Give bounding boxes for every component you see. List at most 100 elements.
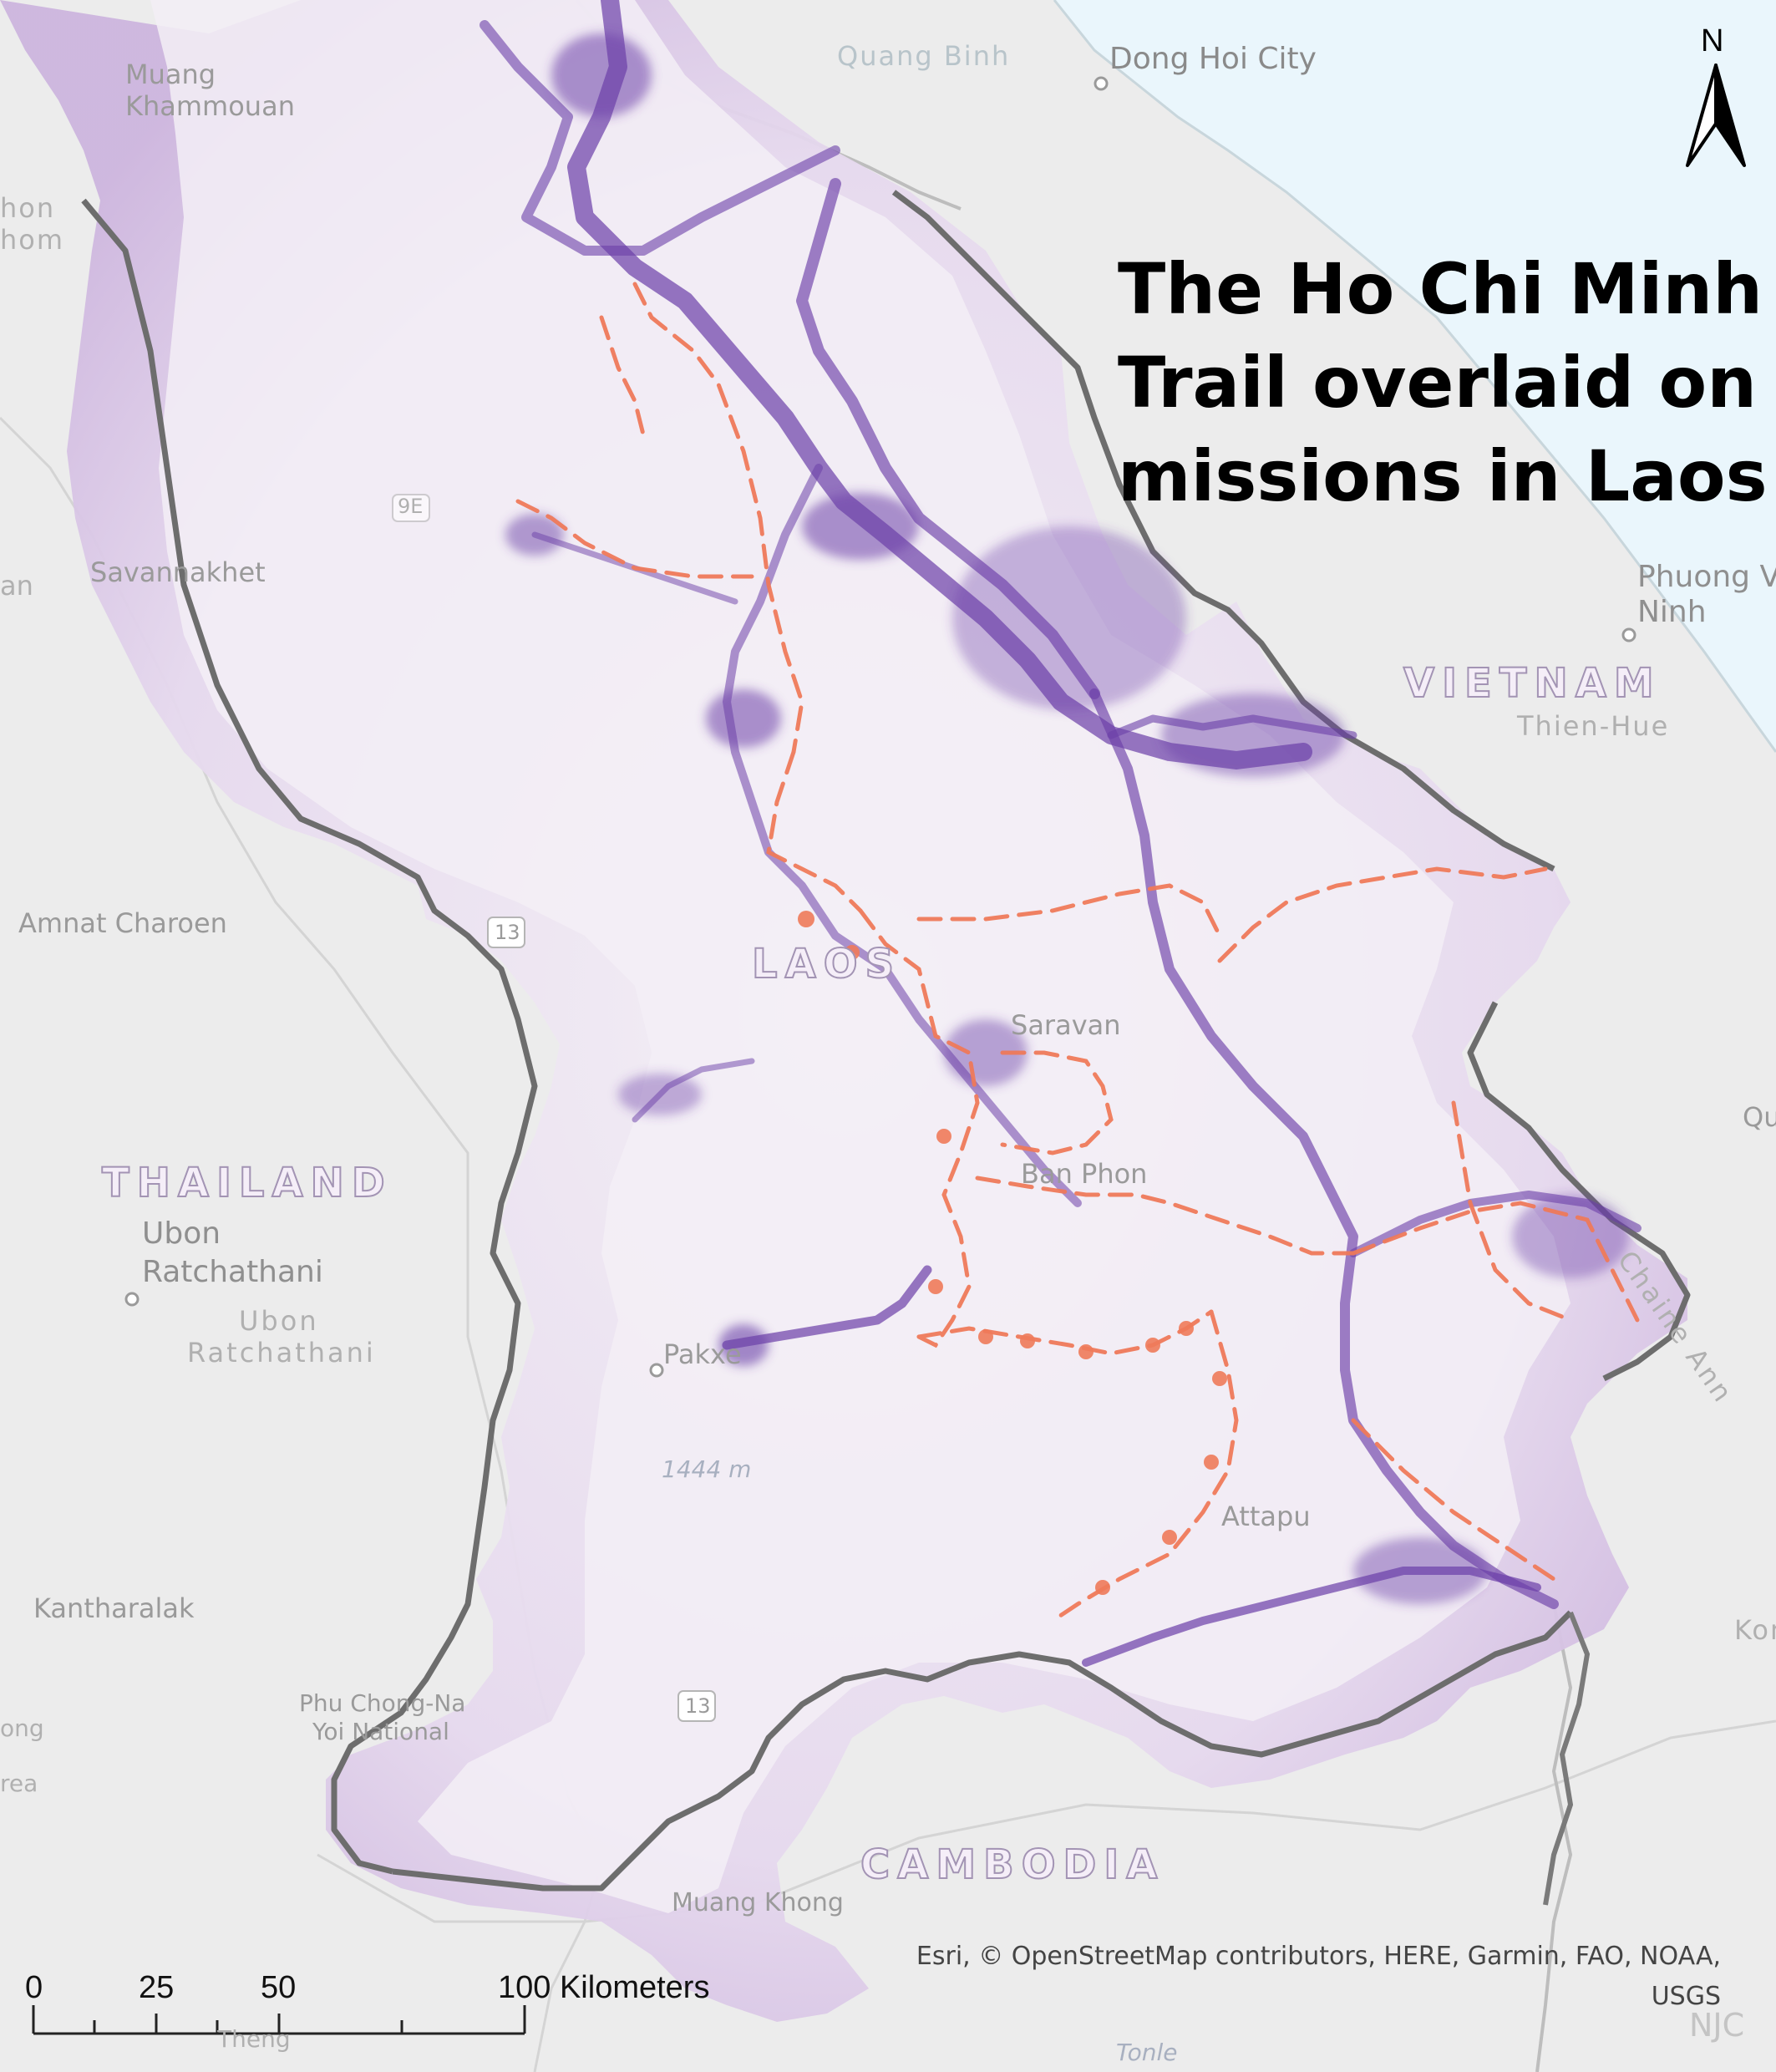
trail-segment-north bbox=[632, 282, 804, 754]
label-elevation: 1444 m bbox=[662, 1455, 752, 1483]
label-savannakhet: Savannakhet bbox=[90, 556, 266, 588]
mission-corridor-main bbox=[567, 0, 1312, 769]
label-dong-hoi: Dong Hoi City bbox=[1109, 42, 1317, 76]
town-dot-ubon bbox=[124, 1292, 140, 1307]
map-title-line-3: missions in Laos bbox=[1118, 435, 1768, 517]
label-cambodia: CAMBODIA bbox=[860, 1841, 1165, 1889]
label-muang-khammouan-1: Muang bbox=[125, 58, 216, 90]
road-shields bbox=[392, 494, 716, 1722]
scale-bar bbox=[32, 2005, 526, 2035]
label-phu-chong-1: Phu Chong-Na bbox=[299, 1689, 466, 1717]
label-tonle: Tonle bbox=[1116, 2039, 1178, 2066]
label-ban-phon: Ban Phon bbox=[1021, 1158, 1148, 1190]
trail-marker bbox=[1095, 1580, 1110, 1595]
map-title-line-1: The Ho Chi Minh bbox=[1118, 248, 1763, 330]
border-laos-vietnam bbox=[891, 190, 1555, 872]
mission-corridor-north bbox=[480, 20, 840, 256]
trail-marker bbox=[1179, 1321, 1194, 1336]
border-laos-west bbox=[81, 198, 538, 1875]
mission-clusters bbox=[505, 33, 1629, 1604]
trail-marker bbox=[1162, 1530, 1177, 1545]
town-dot-pakxe bbox=[649, 1363, 664, 1378]
label-njc: NJC bbox=[1689, 2007, 1745, 2044]
label-thailand: THAILAND bbox=[101, 1159, 393, 1207]
label-nom-1: hon bbox=[0, 192, 56, 224]
label-muang-khammouan-2: Khammouan bbox=[125, 90, 295, 122]
trail-segment-attapu bbox=[1050, 1309, 1239, 1623]
label-quang-binh: Quang Binh bbox=[837, 40, 1011, 72]
attribution: Esri, © OpenStreetMap contributors, HERE… bbox=[902, 1937, 1721, 2017]
label-route-13-b: 13 bbox=[685, 1694, 711, 1718]
trail-marker bbox=[1020, 1333, 1035, 1348]
road-shield-13-north bbox=[487, 917, 525, 948]
label-phuong-ninh-1: Phuong Vi bbox=[1637, 560, 1776, 594]
cluster-attapu bbox=[1353, 1537, 1487, 1604]
label-theng: Theng bbox=[217, 2025, 291, 2053]
cluster-north bbox=[551, 33, 652, 117]
label-edge-rea: rea bbox=[0, 1770, 38, 1797]
border-cambodia bbox=[317, 1719, 1776, 1923]
trail-segment-vietnam bbox=[1217, 866, 1548, 963]
border-tri-point bbox=[1543, 1611, 1591, 1906]
trail-segment-southwest bbox=[858, 908, 980, 1348]
label-ubon-prov-1: Ubon bbox=[239, 1305, 319, 1337]
trail-marker bbox=[798, 911, 814, 927]
label-edge-an: an bbox=[0, 570, 33, 602]
border-laos-cambodia bbox=[392, 1610, 1573, 1892]
attribution-line-2: USGS bbox=[1651, 1982, 1721, 2011]
coastline bbox=[1053, 0, 1776, 753]
trail-marker bbox=[1078, 1344, 1094, 1359]
label-ubon-prov-2: Ratchathani bbox=[187, 1337, 376, 1369]
label-kantharalak: Kantharalak bbox=[33, 1592, 195, 1624]
label-phu-chong-2: Yoi National bbox=[312, 1718, 449, 1745]
cluster-savannakhet-east bbox=[505, 514, 564, 556]
label-edge-ong: ong bbox=[0, 1714, 44, 1742]
attribution-line-1: Esri, © OpenStreetMap contributors, HERE… bbox=[916, 1942, 1721, 1971]
scale-label-100: 100 Kilometers bbox=[498, 1970, 710, 2005]
trail-marker bbox=[1212, 1371, 1227, 1386]
north-arrow-label: N bbox=[1701, 23, 1724, 58]
sea bbox=[1054, 0, 1776, 752]
label-ubon-city-2: Ratchathani bbox=[142, 1255, 323, 1289]
trail-segment-center bbox=[766, 749, 863, 913]
mission-corridor-pakxe bbox=[722, 1265, 932, 1350]
trail-marker bbox=[936, 1129, 951, 1144]
trail-segment-east-loop bbox=[1000, 1050, 1114, 1155]
town-markers bbox=[124, 76, 1636, 1378]
scale-label-50: 50 bbox=[261, 1970, 297, 2005]
town-dot-phuong-ninh bbox=[1621, 627, 1636, 642]
label-amnat-charoen: Amnat Charoen bbox=[18, 907, 227, 939]
trail-markers bbox=[798, 911, 1227, 1595]
label-thien-hue: Thien-Hue bbox=[1517, 710, 1670, 742]
trail-segment-south-east bbox=[1351, 1418, 1556, 1582]
trail-marker bbox=[1204, 1455, 1219, 1470]
trail-segment-savannakhet bbox=[515, 499, 754, 579]
label-kon: Kon bbox=[1734, 1614, 1776, 1646]
cluster-tchepone bbox=[1161, 693, 1345, 777]
trail-segment-east bbox=[916, 883, 1222, 938]
trail-marker bbox=[928, 1279, 943, 1294]
label-laos: LAOS bbox=[751, 940, 902, 988]
cluster-west-salavan bbox=[618, 1074, 702, 1115]
trail-segment-southeast bbox=[1351, 1201, 1640, 1323]
label-ubon-city-1: Ubon bbox=[142, 1216, 221, 1251]
label-route-13-a: 13 bbox=[495, 921, 520, 944]
label-nom-2: hom bbox=[0, 224, 65, 256]
cluster-east-block bbox=[952, 526, 1186, 710]
scale-label-0: 0 bbox=[25, 1970, 43, 2005]
missions-layer bbox=[480, 0, 1642, 1667]
map-title-line-2: Trail overlaid on bbox=[1118, 342, 1758, 424]
trail-segment-banphon bbox=[975, 1176, 1356, 1256]
label-attapu: Attapu bbox=[1221, 1501, 1311, 1532]
town-dot-dong-hoi bbox=[1094, 76, 1109, 91]
cluster-pakxe bbox=[718, 1324, 769, 1366]
trail-marker bbox=[978, 1329, 993, 1344]
trail-segment-west-branch bbox=[599, 315, 646, 437]
label-muang-khong: Muang Khong bbox=[672, 1888, 844, 1917]
label-vietnam: VIETNAM bbox=[1403, 659, 1662, 708]
north-arrow-icon bbox=[1686, 63, 1746, 167]
label-phuong-ninh-2: Ninh bbox=[1637, 595, 1707, 629]
ho-chi-minh-trail bbox=[515, 282, 1640, 1623]
cluster-saravan bbox=[944, 1019, 1028, 1086]
